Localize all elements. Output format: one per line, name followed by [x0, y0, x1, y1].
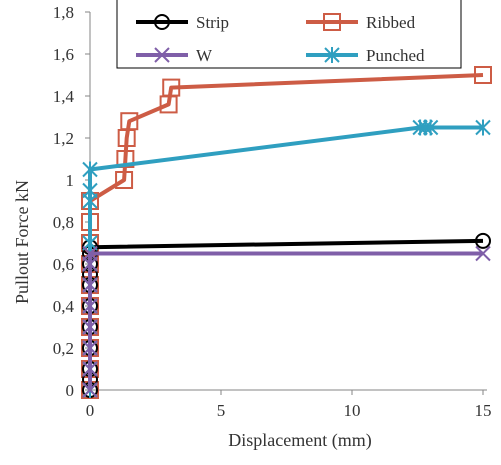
- axes: 0 0,2 0,4 0,6 0,8 1 1,2 1,4 1,6 1,8 0 5 10 15: [53, 3, 492, 420]
- series-punched: [82, 119, 491, 398]
- series-group: [81, 66, 492, 399]
- y-tick-label: 1,4: [53, 87, 75, 106]
- square-marker: [120, 112, 139, 131]
- x-tick-label: 15: [475, 401, 492, 420]
- legend-item-w: W: [136, 46, 213, 65]
- y-tick-label: 1,6: [53, 45, 74, 64]
- y-tick-label: 0,4: [53, 297, 75, 316]
- asterisk-marker: [324, 47, 340, 63]
- x-marker: [82, 319, 98, 335]
- x-marker: [475, 245, 491, 262]
- legend-label: Strip: [196, 13, 229, 32]
- legend-item-strip: Strip: [136, 13, 229, 32]
- legend-label: Ribbed: [366, 13, 416, 32]
- square-marker: [162, 78, 181, 97]
- y-tick-label: 0: [66, 381, 75, 400]
- square-marker: [115, 171, 134, 189]
- series-strip: [82, 232, 491, 398]
- x-tick-label: 5: [217, 401, 226, 420]
- legend-label: W: [196, 46, 213, 65]
- asterisk-marker: [422, 119, 439, 136]
- x-marker: [82, 382, 98, 398]
- legend: Strip Ribbed W Punched: [116, 0, 462, 69]
- asterisk-marker: [82, 161, 98, 178]
- y-tick-label: 0,6: [53, 255, 74, 274]
- series-line: [88, 238, 484, 390]
- x-marker: [82, 361, 98, 377]
- circle-marker: [154, 14, 170, 30]
- x-tick-label: 0: [86, 401, 95, 420]
- x-axis-title: Displacement (mm): [228, 430, 371, 451]
- x-tick-label: 10: [344, 401, 361, 420]
- asterisk-marker: [82, 182, 98, 199]
- y-tick-label: 1,2: [53, 129, 74, 148]
- y-axis-title: Pullout Force kN: [12, 180, 32, 304]
- series-ribbed: [81, 66, 492, 399]
- series-w: [82, 245, 491, 398]
- square-marker: [323, 13, 341, 31]
- x-marker: [82, 340, 98, 356]
- y-tick-label: 0,2: [53, 339, 74, 358]
- series-line: [88, 251, 483, 390]
- legend-label: Punched: [366, 46, 425, 65]
- asterisk-marker: [475, 119, 491, 136]
- legend-item-punched: Punched: [306, 46, 425, 65]
- x-marker: [154, 47, 170, 63]
- series-line: [88, 125, 483, 390]
- y-tick-label: 1,8: [53, 3, 74, 22]
- circle-marker: [475, 232, 491, 249]
- x-marker: [82, 298, 98, 314]
- legend-item-ribbed: Ribbed: [306, 13, 416, 32]
- x-marker: [82, 277, 98, 293]
- y-tick-label: 1: [66, 171, 75, 190]
- y-tick-label: 0,8: [53, 213, 74, 232]
- x-marker: [82, 245, 98, 262]
- square-marker: [474, 66, 492, 84]
